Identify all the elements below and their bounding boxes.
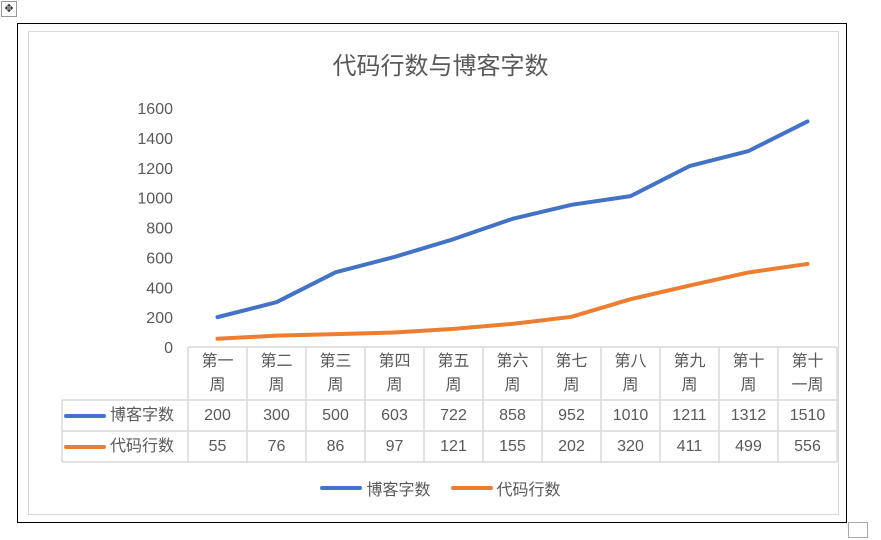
- table-cell: 722: [440, 406, 467, 424]
- category-label: 第三周: [306, 347, 365, 400]
- category-label: 第八周: [601, 347, 660, 400]
- category-label: 第四周: [365, 347, 424, 400]
- series-name: 代码行数: [110, 437, 175, 455]
- series-line-blog-words: [215, 119, 810, 320]
- category-label: 第十周: [719, 347, 778, 400]
- chart-title: 代码行数与博客字数: [332, 53, 549, 80]
- y-tick-label: 200: [146, 310, 173, 327]
- category-label-line: 周: [209, 376, 226, 394]
- resize-handle[interactable]: [848, 522, 868, 538]
- category-label-line: 第三: [319, 352, 352, 370]
- table-cell: 603: [381, 406, 408, 424]
- category-label: 第一周: [188, 347, 247, 400]
- table-cell: 300: [263, 406, 290, 424]
- series-name: 博客字数: [110, 406, 175, 424]
- table-cell: 499: [735, 437, 762, 455]
- category-label-line: 周: [740, 376, 757, 394]
- legend-label: 博客字数: [366, 482, 431, 499]
- table-cell: 155: [499, 437, 526, 455]
- move-handle-icon[interactable]: ✥: [1, 1, 17, 17]
- table-cell: 200: [204, 406, 231, 424]
- table-cell: 55: [208, 437, 227, 455]
- category-label-line: 周: [445, 376, 462, 394]
- table-cell: 121: [440, 437, 467, 455]
- series-line-code-lines: [215, 261, 810, 341]
- category-label-line: 第一: [201, 352, 234, 370]
- table-cell: 1510: [789, 406, 826, 424]
- y-tick-label: 600: [146, 250, 173, 267]
- table-cell: 1312: [730, 406, 767, 424]
- y-tick-label: 0: [164, 340, 173, 357]
- chart-object-frame[interactable]: [17, 23, 847, 523]
- category-label-line: 第七: [555, 352, 588, 370]
- y-tick-label: 1600: [137, 101, 173, 118]
- category-label-line: 周: [268, 376, 285, 394]
- y-tick-label: 1000: [137, 191, 173, 208]
- table-cell: 86: [326, 437, 345, 455]
- legend: 博客字数 代码行数: [0, 476, 881, 500]
- category-label-line: 第六: [496, 352, 529, 370]
- category-label-line: 第十: [732, 352, 765, 370]
- table-cell: 556: [794, 437, 821, 455]
- category-label-line: 第二: [260, 352, 293, 370]
- table-cell: 202: [558, 437, 585, 455]
- category-label: 第二周: [247, 347, 306, 400]
- table-cell: 320: [617, 437, 644, 455]
- y-tick-label: 1400: [137, 131, 173, 148]
- legend-item-blog-words: 博客字数: [320, 476, 431, 500]
- category-label: 第十 一周: [778, 347, 837, 400]
- y-tick-label: 1200: [137, 161, 173, 178]
- category-label-line: 周: [327, 376, 344, 394]
- category-label: 第五周: [424, 347, 483, 400]
- category-label-line: 第五: [437, 352, 470, 370]
- legend-item-code-lines: 代码行数: [450, 476, 561, 500]
- table-cell: 97: [385, 437, 404, 455]
- category-label-line: 第四: [378, 352, 411, 370]
- y-tick-label: 400: [146, 280, 173, 297]
- table-cell: 1010: [612, 406, 649, 424]
- category-label-line: 周: [622, 376, 639, 394]
- series-swatch: [64, 413, 106, 418]
- category-label: 第七周: [542, 347, 601, 400]
- category-label: 第六周: [483, 347, 542, 400]
- series-swatch: [64, 444, 106, 449]
- table-series-header: 代码行数: [64, 431, 188, 462]
- legend-label: 代码行数: [496, 482, 561, 499]
- legend-swatch: [450, 486, 493, 490]
- category-label-line: 周: [563, 376, 580, 394]
- table-cell: 952: [558, 406, 585, 424]
- legend-swatch: [320, 486, 363, 490]
- category-label-line: 第十: [791, 352, 824, 370]
- chart-area: [28, 31, 839, 515]
- y-tick-label: 800: [146, 221, 173, 238]
- category-label-line: 第八: [614, 352, 647, 370]
- category-label-line: 周: [681, 376, 698, 394]
- table-cell: 411: [676, 437, 703, 455]
- table-cell: 1211: [672, 406, 707, 424]
- table-cell: 858: [499, 406, 526, 424]
- category-label-line: 一周: [791, 376, 824, 394]
- table-cell: 500: [322, 406, 349, 424]
- table-cell: 76: [267, 437, 286, 455]
- table-series-header: 博客字数: [64, 400, 188, 431]
- category-label-line: 周: [386, 376, 403, 394]
- category-label: 第九周: [660, 347, 719, 400]
- category-label-line: 周: [504, 376, 521, 394]
- category-label-line: 第九: [673, 352, 706, 370]
